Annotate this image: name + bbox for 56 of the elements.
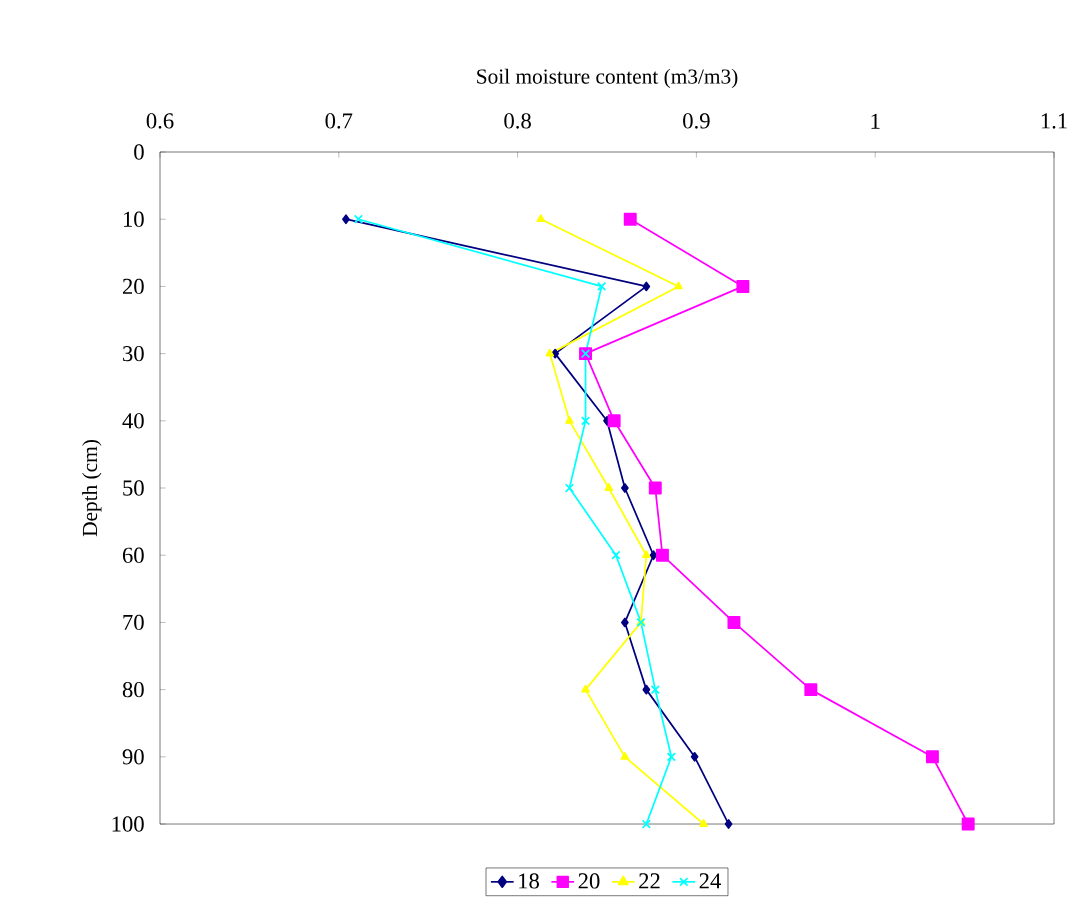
point — [604, 483, 614, 491]
point — [620, 751, 630, 760]
y-tick-label: 40 — [122, 413, 144, 429]
point — [690, 751, 699, 762]
y-tick-label: 70 — [123, 614, 144, 631]
point — [565, 415, 574, 424]
x-tick-label: 0.8 — [504, 113, 531, 129]
point — [353, 214, 364, 224]
y-tick-label: 30 — [123, 345, 144, 362]
legend-label: 20 — [578, 873, 600, 889]
y-tick-label: 0 — [134, 144, 144, 160]
point — [648, 481, 662, 495]
y-tick-label: 20 — [122, 278, 144, 295]
y-tick-label: 100 — [112, 816, 144, 832]
x-tick-label: 0.7 — [325, 113, 353, 129]
point — [674, 281, 683, 290]
point — [536, 214, 546, 223]
y-tick-label: 10 — [123, 211, 144, 227]
point — [655, 548, 669, 562]
point — [623, 212, 637, 226]
y-tick-label: 50 — [123, 480, 144, 496]
point — [642, 684, 651, 695]
legend-label: 22 — [639, 873, 660, 889]
y-tick-label: 80 — [122, 681, 144, 698]
x-axis-title: Soil moisture content (m3/m3) — [477, 68, 738, 89]
point — [727, 615, 741, 629]
point — [545, 348, 555, 357]
y-tick-label: 90 — [122, 749, 144, 765]
point — [650, 684, 660, 695]
x-tick-label: 0.9 — [683, 113, 710, 129]
point — [736, 279, 750, 293]
point — [580, 416, 591, 426]
legend-label: 18 — [519, 873, 539, 889]
legend-label: 24 — [699, 873, 721, 889]
point — [621, 617, 629, 628]
point — [804, 683, 818, 697]
point — [666, 752, 677, 762]
point — [642, 281, 651, 292]
point — [564, 483, 575, 493]
point — [621, 483, 629, 493]
point — [611, 550, 621, 560]
point — [342, 214, 350, 225]
point — [961, 817, 975, 831]
point — [699, 819, 708, 827]
y-tick-label: 60 — [122, 547, 144, 563]
x-tick-label: 1.1 — [1041, 113, 1067, 129]
point — [607, 414, 621, 428]
point — [581, 684, 590, 693]
point — [724, 819, 733, 829]
point — [925, 750, 939, 764]
point — [597, 281, 607, 292]
x-tick-label: 1 — [871, 113, 880, 129]
point — [642, 550, 651, 559]
y-axis-title: Depth (cm) — [82, 440, 102, 537]
point — [641, 819, 651, 829]
x-tick-label: 0.6 — [146, 113, 174, 129]
